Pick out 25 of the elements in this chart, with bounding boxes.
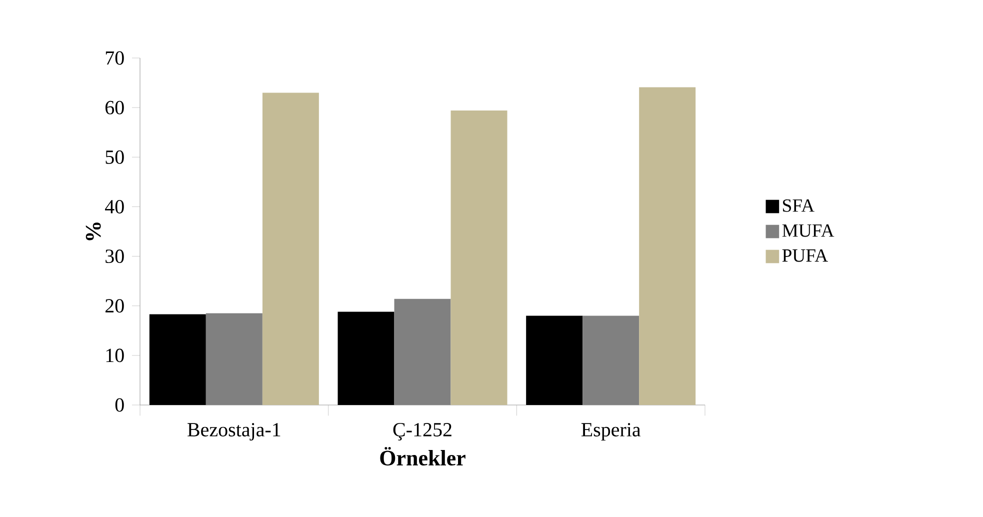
- bar: [149, 314, 206, 405]
- x-axis-title: Örnekler: [380, 447, 466, 466]
- bar: [639, 87, 696, 405]
- bar: [526, 316, 583, 405]
- y-tick-label: 0: [115, 398, 124, 412]
- y-tick-label: 70: [106, 51, 124, 65]
- bar: [338, 312, 394, 405]
- y-tick-label: 20: [106, 299, 124, 313]
- y-tick-label: 50: [106, 150, 124, 164]
- bar: [394, 298, 451, 405]
- bar: [582, 316, 640, 405]
- y-tick-label: 40: [105, 200, 124, 214]
- y-tick-label: 60: [105, 100, 124, 114]
- x-tick-label: Ç-1252: [393, 423, 452, 441]
- x-tick-label: Bezostaja-1: [188, 423, 280, 441]
- bar: [262, 92, 319, 405]
- x-tick-label: Esperia: [581, 423, 641, 441]
- legend-label: PUFA: [782, 249, 828, 262]
- bar: [450, 110, 508, 405]
- bar: [206, 313, 262, 405]
- y-tick-label: 10: [106, 348, 124, 362]
- y-axis-title: %: [86, 222, 101, 240]
- legend-label: MUFA: [782, 224, 834, 237]
- legend-label: SFA: [783, 199, 814, 212]
- y-tick-label: 30: [106, 250, 124, 264]
